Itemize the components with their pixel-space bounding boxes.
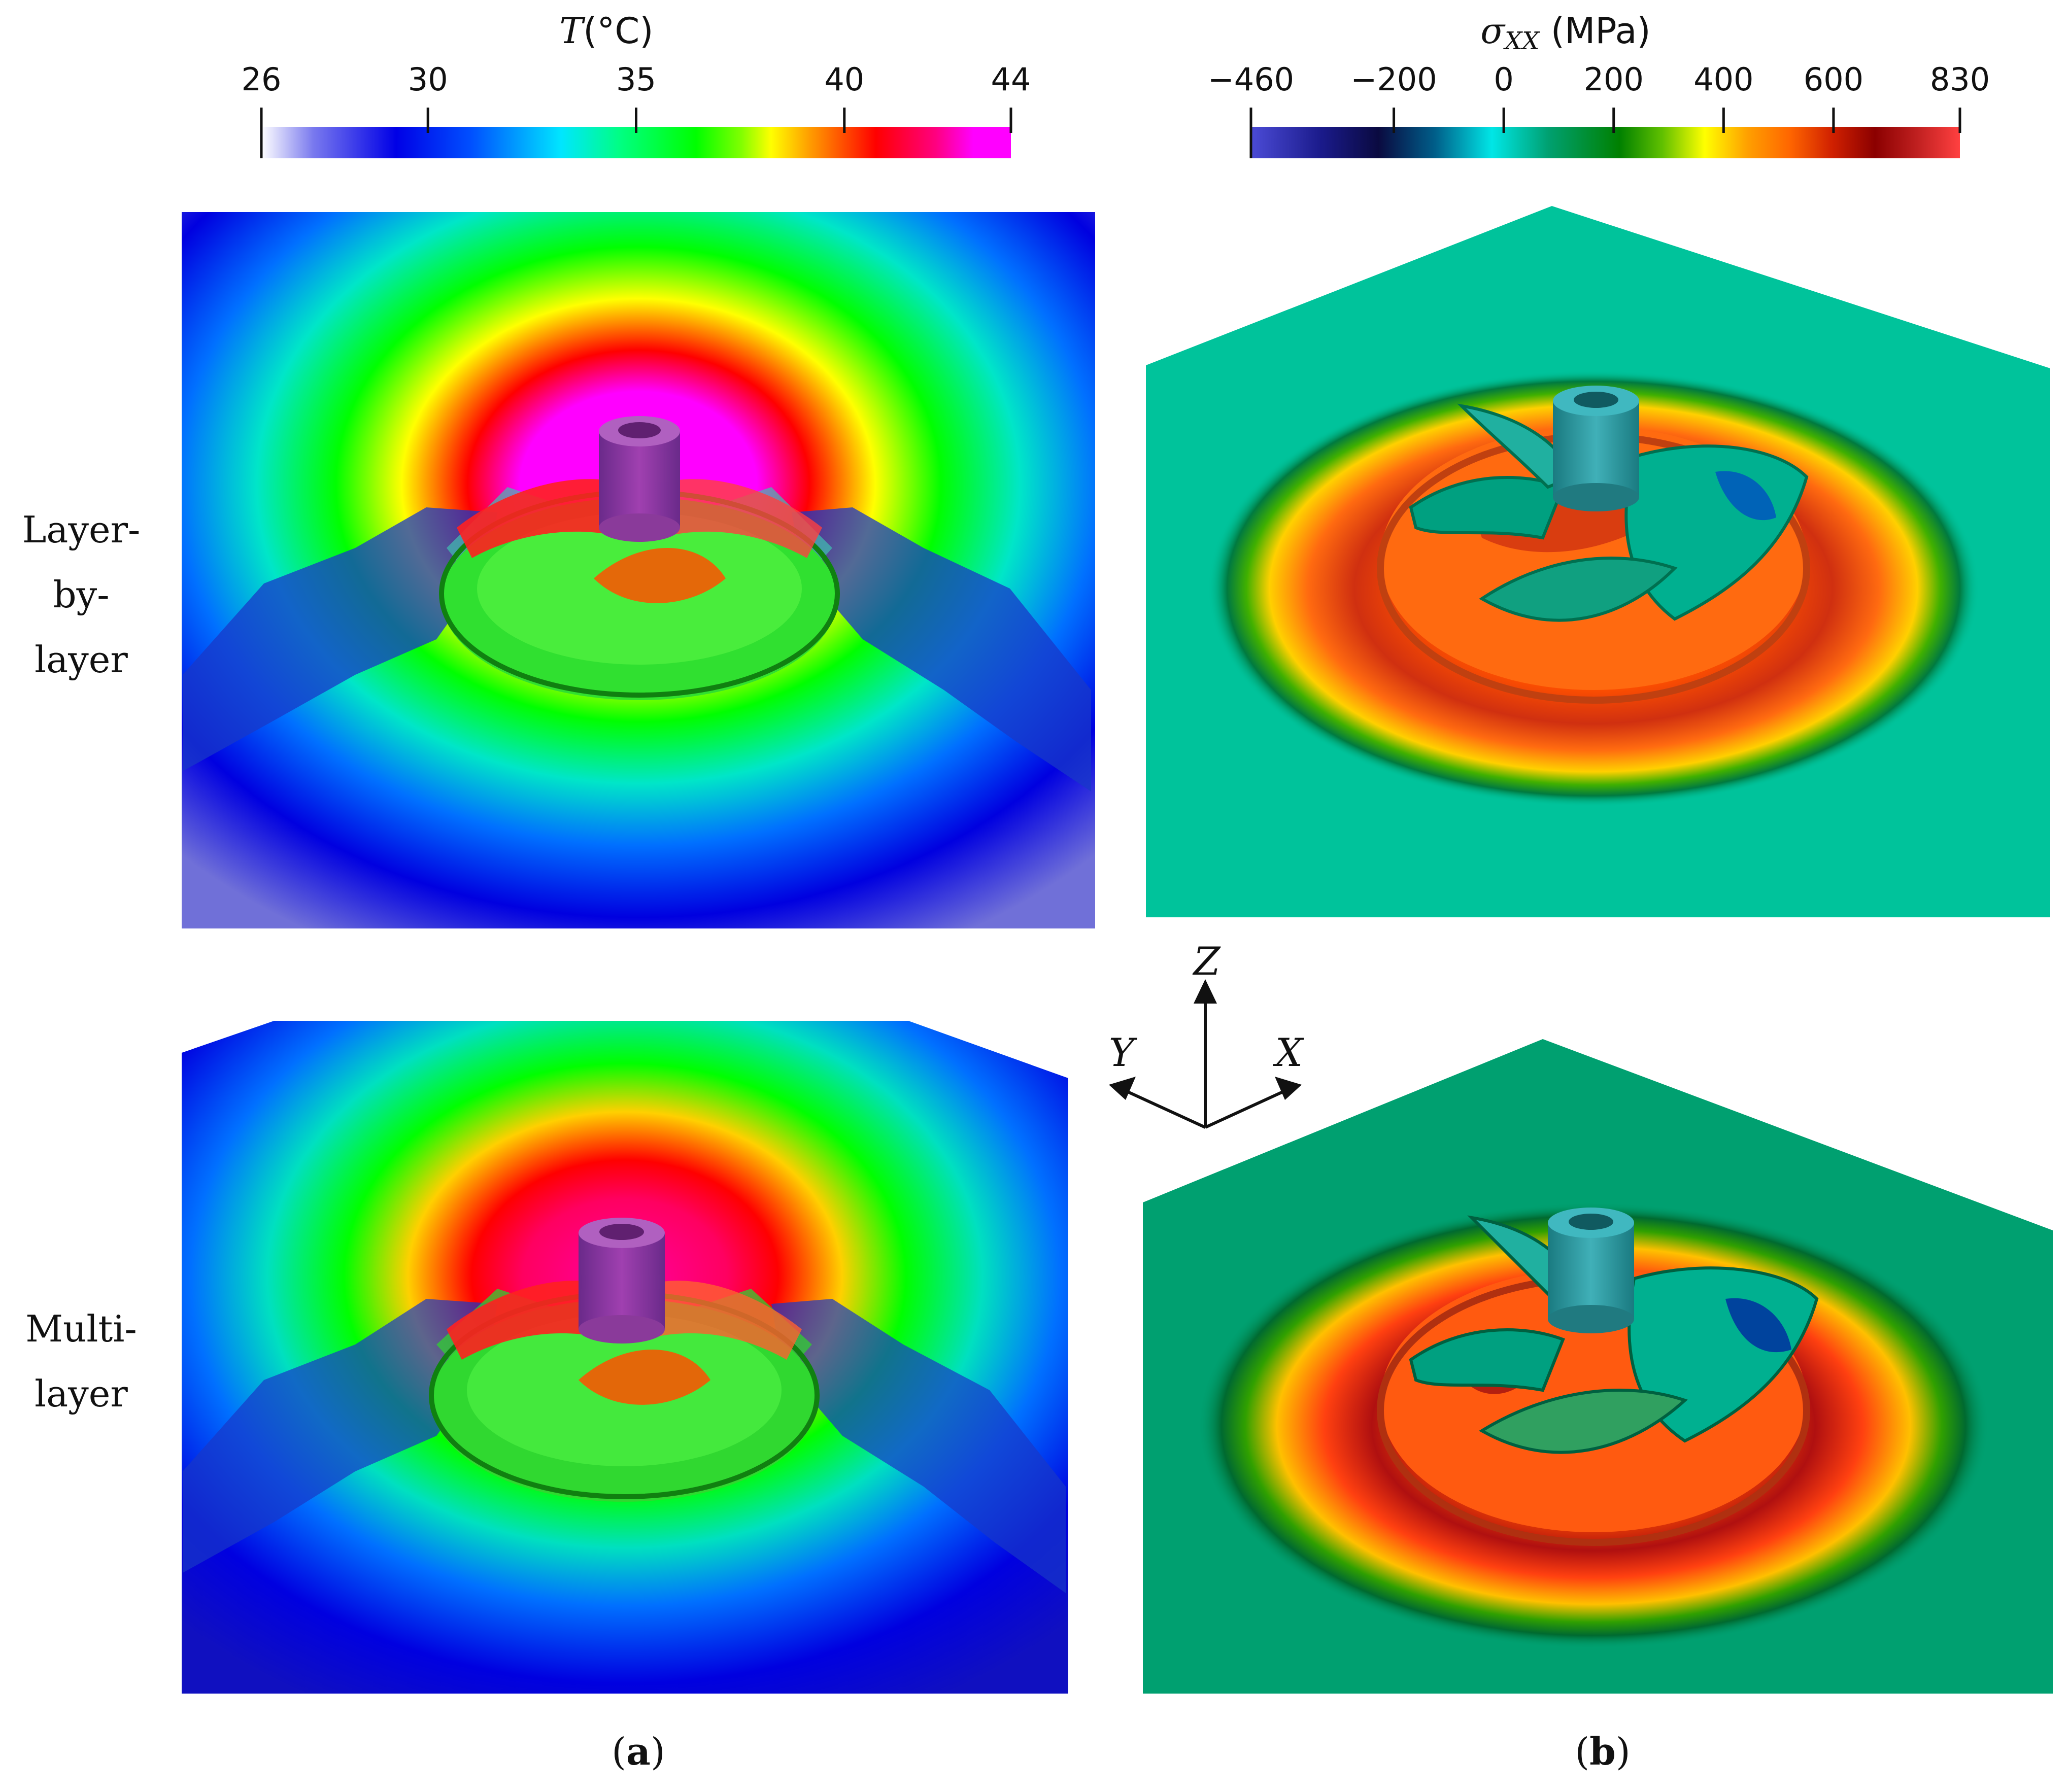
temperature-tick-label: 44 (991, 61, 1031, 98)
temperature-tick-label: 30 (408, 61, 448, 98)
temperature-multi-layer-view (182, 1021, 1068, 1694)
z-axis-label: Z (1193, 939, 1221, 984)
row-label-line: layer (35, 1372, 128, 1415)
y-axis-arrow (1109, 1077, 1136, 1100)
temperature-tick-label: 40 (824, 61, 865, 98)
stress-tick-label: 830 (1929, 61, 1990, 98)
panel-label-a: (a) (612, 1730, 665, 1774)
temperature-tick-label: 35 (616, 61, 656, 98)
x-axis-arrow (1275, 1077, 1302, 1100)
temperature-tick-label: 26 (241, 61, 282, 98)
stress-tick-label: 0 (1494, 61, 1514, 98)
colorbar-ticks (260, 108, 1961, 158)
x-axis-label: X (1275, 1030, 1303, 1075)
stress-tick-label: 600 (1803, 61, 1864, 98)
row-label-line: layer (35, 638, 128, 681)
z-axis-arrow (1194, 979, 1217, 1004)
temperature-colorbar-title: T(°C) (559, 10, 654, 52)
row-label-line: Layer- (22, 508, 141, 551)
panel-label-b: (b) (1575, 1730, 1631, 1774)
row-label-multi-layer: Multi- layer (5, 1296, 157, 1426)
stress-colorbar-title: σXX (MPa) (1480, 10, 1651, 55)
stress-colorbar (1251, 127, 1960, 158)
row-label-layer-by-layer: Layer- by- layer (5, 497, 157, 692)
stress-layer-by-layer-view (1146, 206, 2050, 917)
y-axis-label: Y (1108, 1030, 1135, 1075)
axes-triad (1109, 979, 1302, 1129)
stress-tick-label: −200 (1350, 61, 1437, 98)
temperature-layer-by-layer-view (182, 212, 1095, 928)
row-label-line: Multi- (25, 1307, 137, 1350)
x-axis-line (1204, 1089, 1286, 1129)
stress-multi-layer-view (1143, 1039, 2053, 1694)
stress-tick-label: 200 (1583, 61, 1644, 98)
stress-tick-label: −460 (1207, 61, 1295, 98)
row-label-line: by- (53, 573, 110, 616)
stress-tick-label: 400 (1693, 61, 1754, 98)
y-axis-line (1125, 1089, 1206, 1129)
